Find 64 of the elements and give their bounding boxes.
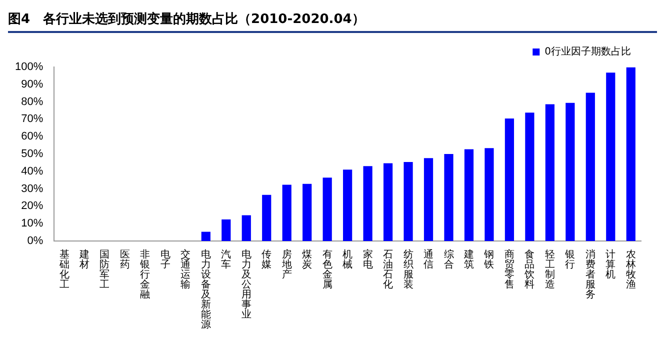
bar: [322, 178, 332, 241]
bar: [363, 166, 372, 241]
x-tick-label: 综合: [444, 248, 454, 271]
x-tick-label: 钢铁: [483, 250, 494, 271]
x-tick-label: 传媒: [262, 250, 272, 271]
bar: [545, 104, 554, 241]
bar: [302, 184, 312, 241]
y-tick-label: 20%: [21, 200, 44, 212]
x-tick-label: 国防军工: [100, 250, 110, 291]
legend-label: 0行业因子期数占比: [544, 46, 632, 58]
y-tick-label: 100%: [14, 61, 44, 74]
x-tick-label: 消费者服务: [585, 248, 596, 301]
x-tick-label: 石油石化: [383, 250, 394, 291]
y-tick-label: 30%: [21, 182, 44, 195]
x-tick-label: 房地产: [280, 248, 292, 281]
y-tick-label: 40%: [21, 165, 44, 178]
x-tick-label: 食品饮料: [524, 248, 535, 291]
x-tick-label: 非银行金融: [139, 248, 150, 301]
bar: [201, 232, 210, 241]
x-tick-label: 轻工制造: [544, 248, 555, 291]
x-tick-label: 交通运输: [180, 248, 191, 291]
chart-title: 图4 各行业未选到预测变量的期数占比（2010-2020.04）: [8, 8, 657, 33]
bar: [464, 149, 474, 241]
bar: [626, 67, 636, 241]
y-tick-label: 50%: [21, 148, 44, 160]
x-tick-label: 电子: [160, 248, 170, 271]
x-tick-label: 医药: [120, 250, 130, 271]
x-tick-label: 家电: [362, 248, 373, 271]
bar: [404, 162, 413, 241]
y-tick-label: 70%: [21, 113, 44, 126]
bar: [242, 215, 251, 241]
bar: [484, 148, 494, 241]
bar: [525, 112, 534, 241]
bar: [566, 102, 575, 241]
bar: [504, 118, 514, 241]
bar: [444, 154, 454, 241]
x-tick-label: 建筑: [462, 248, 474, 271]
x-tick-label: 机械: [342, 248, 353, 271]
bar: [262, 194, 272, 241]
x-tick-label: 农林牧渔: [624, 250, 636, 291]
x-tick-label: 电力及公用事业: [241, 248, 252, 321]
bar: [383, 163, 393, 241]
x-tick-label: 银行: [564, 250, 576, 271]
y-tick-label: 0%: [27, 235, 44, 248]
y-tick-label: 90%: [21, 78, 44, 90]
x-tick-label: 汽车: [221, 248, 232, 271]
x-tick-label: 商贸零售: [504, 248, 514, 291]
x-tick-label: 通信: [424, 248, 434, 271]
bar: [586, 92, 595, 241]
y-tick-label: 60%: [21, 130, 44, 143]
bar: [606, 72, 616, 241]
x-tick-label: 有色金属: [322, 248, 332, 291]
bar: [343, 170, 352, 241]
y-tick-label: 80%: [21, 96, 44, 108]
x-tick-label: 建材: [78, 248, 90, 271]
y-tick-label: 10%: [21, 218, 44, 230]
x-tick-label: 电力设备及新能源: [200, 248, 211, 331]
bar: [282, 184, 292, 241]
x-tick-label: 煤炭: [302, 248, 312, 271]
x-tick-label: 基础化工: [58, 248, 70, 291]
bar: [222, 219, 231, 241]
x-tick-label: 纺织服装: [403, 248, 414, 291]
bar: [424, 158, 434, 241]
x-tick-label: 计算机: [606, 248, 616, 281]
